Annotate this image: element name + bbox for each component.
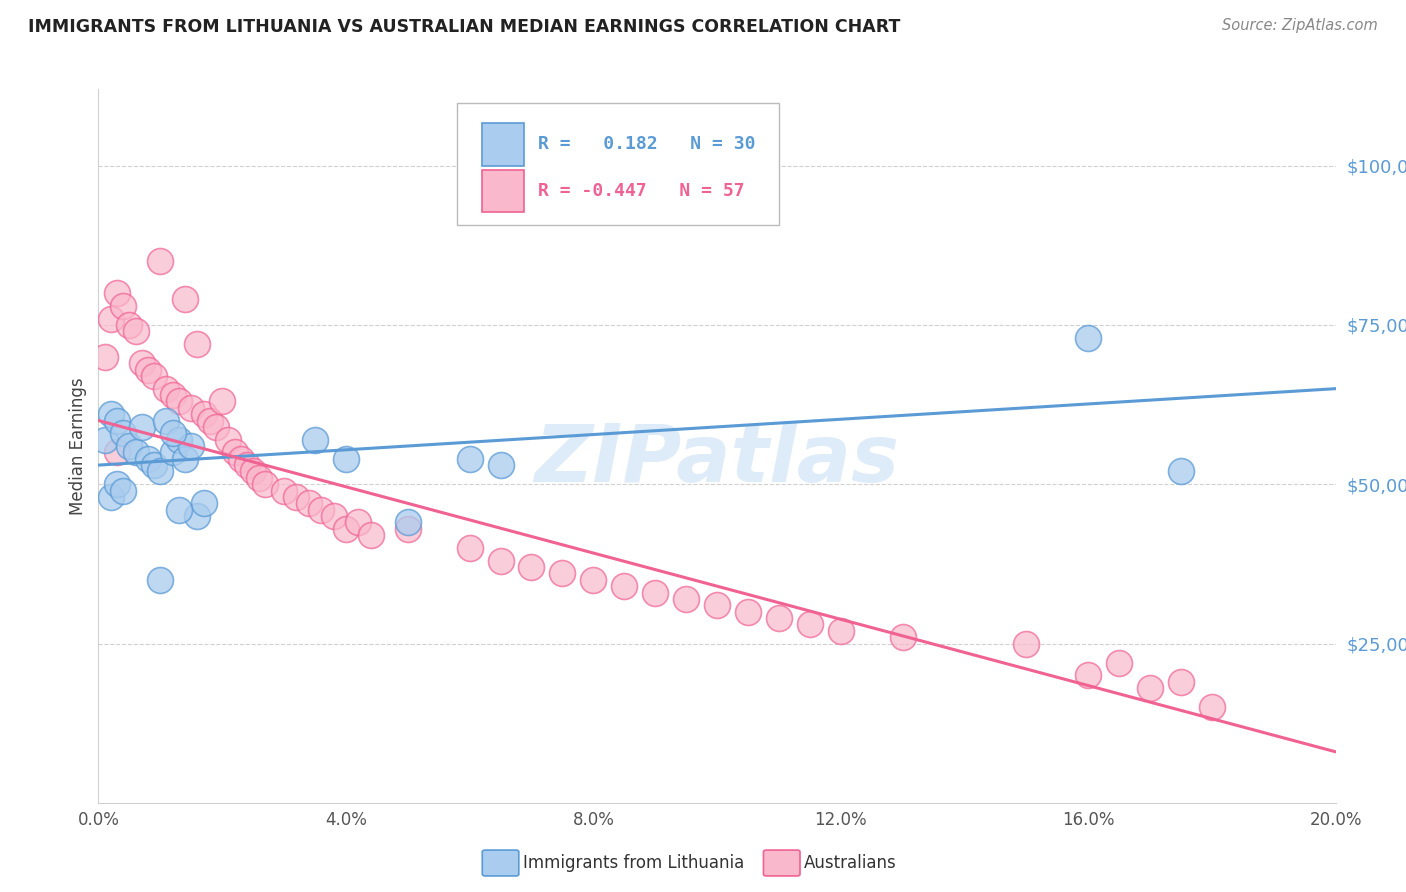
Point: [644, 585, 666, 599]
Point: [242, 465, 264, 479]
Point: [131, 420, 153, 434]
Point: [174, 293, 197, 307]
Point: [167, 502, 190, 516]
Point: [1077, 331, 1099, 345]
Point: [335, 522, 357, 536]
Point: [155, 413, 177, 427]
Point: [149, 254, 172, 268]
Point: [118, 439, 141, 453]
Point: [273, 483, 295, 498]
Y-axis label: Median Earnings: Median Earnings: [69, 377, 87, 515]
Point: [799, 617, 821, 632]
Point: [186, 509, 208, 524]
Point: [143, 368, 166, 383]
Point: [193, 496, 215, 510]
Point: [186, 337, 208, 351]
Point: [93, 350, 115, 364]
Text: Immigrants from Lithuania: Immigrants from Lithuania: [523, 854, 744, 871]
Point: [1170, 465, 1192, 479]
Point: [211, 394, 233, 409]
Point: [149, 465, 172, 479]
Point: [100, 490, 122, 504]
Point: [143, 458, 166, 472]
Point: [254, 477, 277, 491]
Point: [613, 579, 636, 593]
Point: [1108, 656, 1130, 670]
Point: [891, 630, 914, 644]
Text: IMMIGRANTS FROM LITHUANIA VS AUSTRALIAN MEDIAN EARNINGS CORRELATION CHART: IMMIGRANTS FROM LITHUANIA VS AUSTRALIAN …: [28, 18, 900, 36]
Point: [112, 483, 135, 498]
FancyBboxPatch shape: [457, 103, 779, 225]
Point: [551, 566, 574, 581]
Point: [180, 401, 202, 415]
FancyBboxPatch shape: [482, 123, 524, 166]
Point: [112, 299, 135, 313]
Point: [285, 490, 308, 504]
Point: [489, 458, 512, 472]
Point: [347, 516, 370, 530]
Point: [309, 502, 332, 516]
Point: [675, 591, 697, 606]
Point: [124, 324, 146, 338]
Point: [298, 496, 321, 510]
Text: R =   0.182   N = 30: R = 0.182 N = 30: [537, 136, 755, 153]
Point: [198, 413, 221, 427]
Point: [105, 413, 128, 427]
Point: [105, 477, 128, 491]
Point: [768, 611, 790, 625]
Point: [93, 433, 115, 447]
Point: [396, 516, 419, 530]
Point: [136, 362, 159, 376]
Point: [458, 541, 481, 555]
Point: [224, 445, 246, 459]
Point: [489, 554, 512, 568]
Point: [830, 624, 852, 638]
Point: [1201, 700, 1223, 714]
Point: [322, 509, 344, 524]
Point: [162, 388, 184, 402]
Point: [1139, 681, 1161, 695]
Point: [217, 433, 239, 447]
Point: [1077, 668, 1099, 682]
Text: R = -0.447   N = 57: R = -0.447 N = 57: [537, 182, 744, 200]
Point: [180, 439, 202, 453]
Point: [1015, 636, 1038, 650]
Point: [118, 318, 141, 332]
Point: [167, 433, 190, 447]
Point: [1170, 674, 1192, 689]
Point: [162, 445, 184, 459]
Point: [105, 445, 128, 459]
FancyBboxPatch shape: [482, 169, 524, 212]
Point: [706, 599, 728, 613]
Point: [458, 451, 481, 466]
Text: Source: ZipAtlas.com: Source: ZipAtlas.com: [1222, 18, 1378, 33]
Point: [100, 311, 122, 326]
Point: [247, 471, 270, 485]
Point: [105, 286, 128, 301]
Text: Australians: Australians: [804, 854, 897, 871]
Point: [131, 356, 153, 370]
Point: [236, 458, 259, 472]
Point: [100, 407, 122, 421]
Point: [112, 426, 135, 441]
Point: [335, 451, 357, 466]
Point: [304, 433, 326, 447]
Point: [520, 560, 543, 574]
Point: [136, 451, 159, 466]
Point: [167, 394, 190, 409]
Point: [229, 451, 252, 466]
Point: [360, 528, 382, 542]
Point: [174, 451, 197, 466]
Point: [582, 573, 605, 587]
Point: [162, 426, 184, 441]
Point: [193, 407, 215, 421]
Point: [124, 445, 146, 459]
Point: [205, 420, 228, 434]
Text: ZIPatlas: ZIPatlas: [534, 421, 900, 500]
Point: [155, 382, 177, 396]
Point: [737, 605, 759, 619]
Point: [396, 522, 419, 536]
Point: [149, 573, 172, 587]
